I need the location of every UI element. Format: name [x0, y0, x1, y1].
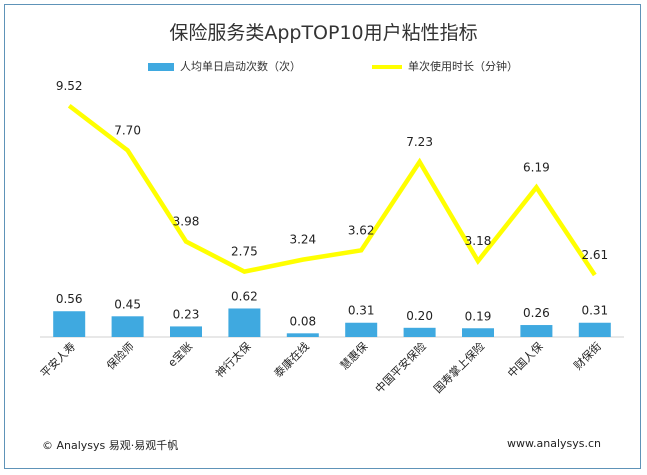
bar-1 — [111, 316, 144, 337]
legend-line-label: 单次使用时长（分钟） — [408, 60, 518, 73]
bar-3 — [228, 308, 261, 337]
bar-label-6: 0.20 — [406, 309, 433, 323]
line-label-9: 2.61 — [581, 248, 608, 262]
x-tick-label-4: 泰康在线 — [271, 339, 312, 380]
footer-website: www.analysys.cn — [507, 437, 601, 450]
bar-label-3: 0.62 — [231, 289, 258, 303]
x-tick-label-5: 慧惠保 — [337, 339, 370, 372]
x-tick-label-0: 平安人寿 — [37, 339, 78, 380]
bar-label-0: 0.56 — [56, 292, 83, 306]
bar-label-1: 0.45 — [114, 297, 141, 311]
x-tick-label-9: 财保街 — [571, 339, 604, 372]
x-tick-label-1: 保险师 — [103, 339, 136, 372]
bar-0 — [53, 311, 86, 337]
bar-label-8: 0.26 — [523, 306, 550, 320]
line-series — [67, 103, 597, 277]
x-tick-label-2: e宝账 — [165, 339, 195, 369]
bar-6 — [403, 327, 436, 337]
line-label-0: 9.52 — [56, 79, 83, 93]
line-label-6: 7.23 — [406, 135, 433, 149]
bar-label-2: 0.23 — [173, 307, 200, 321]
line-label-1: 7.70 — [114, 123, 141, 137]
line-label-8: 6.19 — [523, 160, 550, 174]
footer-copyright: © Analysys 易观·易观千帆 — [42, 439, 179, 452]
line-label-3: 2.75 — [231, 245, 258, 259]
chart-frame — [4, 4, 641, 469]
bar-5 — [345, 322, 378, 337]
legend-line-swatch — [372, 65, 402, 69]
bar-4 — [286, 333, 319, 337]
x-tick-label-8: 中国人保 — [505, 339, 546, 380]
bar-2 — [170, 326, 202, 337]
line-label-7: 3.18 — [465, 234, 492, 248]
bar-label-7: 0.19 — [465, 309, 492, 323]
bar-9 — [578, 322, 611, 337]
legend-bar-swatch — [148, 63, 174, 71]
bar-label-4: 0.08 — [289, 314, 316, 328]
x-tick-label-3: 神行太保 — [213, 339, 254, 380]
line-label-2: 3.98 — [173, 214, 200, 228]
line-label-5: 3.62 — [348, 223, 375, 237]
legend-line-entry: 单次使用时长（分钟） — [372, 58, 518, 74]
legend-bar-label: 人均单日启动次数（次） — [180, 60, 301, 73]
line-label-4: 3.24 — [289, 233, 316, 247]
bar-7 — [462, 328, 494, 337]
chart-title: 保险服务类AppTOP10用户粘性指标 — [169, 22, 478, 44]
x-tick-label-6: 中国平安保险 — [372, 339, 429, 396]
x-tick-label-7: 国寿掌上保险 — [431, 339, 488, 396]
legend-bar-entry: 人均单日启动次数（次） — [148, 58, 301, 74]
bar-label-9: 0.31 — [581, 304, 608, 318]
bar-8 — [520, 325, 553, 337]
bar-label-5: 0.31 — [348, 304, 375, 318]
